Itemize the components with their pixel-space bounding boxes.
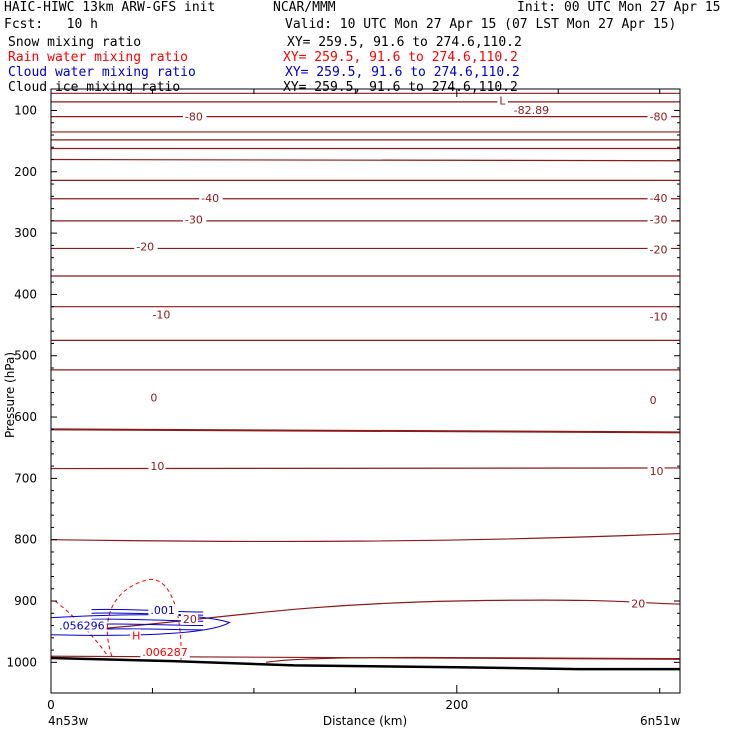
y-tick-label: 100 [14, 103, 37, 117]
contour-label-background [130, 629, 141, 642]
contour-label: -10 [152, 309, 170, 322]
cloud-water-contour-line [91, 628, 204, 631]
y-tick-label: 200 [14, 165, 37, 179]
contour-label: .006287 [142, 646, 188, 659]
contour-label-background [647, 465, 665, 478]
terrain-line [50, 656, 680, 671]
legend-snow-xy: XY= 259.5, 91.6 to 274.6,110.2 [287, 35, 522, 50]
y-tick-label: 400 [14, 287, 37, 301]
contour-label: .056296 [59, 620, 105, 633]
y-tick-label: 1000 [6, 655, 37, 669]
org-label: NCAR/MMM [273, 0, 336, 15]
contour-label-background [140, 645, 190, 658]
plot-frame [50, 88, 681, 694]
y-tick-label: 800 [14, 533, 37, 547]
contour-label-background [497, 94, 508, 107]
contour-label-background [148, 604, 179, 617]
y-tick-label: 900 [14, 594, 37, 608]
contour-label: -10 [650, 310, 668, 323]
contour-label: -30 [185, 214, 203, 227]
contour-label: -80 [650, 111, 668, 124]
contour-label: -30 [650, 214, 668, 227]
contour-label: 10 [650, 465, 664, 478]
legend-rain-xy: XY= 259.5, 91.6 to 274.6,110.2 [283, 50, 518, 65]
temperature-contour-line [50, 158, 681, 162]
y-tick-label: 600 [14, 410, 37, 424]
contour-label: -80 [185, 111, 203, 124]
x-axis-label: Distance (km) [323, 714, 407, 728]
x-tick-label: 200 [445, 698, 468, 712]
right-endpoint-label: 6n51w [640, 714, 681, 728]
contour-label-background [647, 192, 672, 205]
contour-label: 10 [150, 460, 164, 473]
cloud-water-contour-line [50, 614, 231, 636]
y-tick-label: 500 [14, 349, 37, 363]
contour-label-background [629, 597, 647, 610]
contour-label-background [150, 308, 174, 321]
contour-label: 0 [150, 391, 157, 404]
contour-label-background [647, 213, 672, 226]
y-tick-label: 300 [14, 226, 37, 240]
model-title: HAIC-HIWC 13km ARW-GFS init [4, 0, 216, 15]
init-time: Init: 00 UTC Mon 27 Apr 15 [517, 0, 721, 15]
contour-label: -20 [136, 241, 154, 254]
contour-label-background [182, 213, 207, 226]
terrain-line-path [50, 656, 680, 671]
left-endpoint-label: 4n53w [48, 714, 89, 728]
contour-label: 0 [650, 394, 657, 407]
temperature-contour-line [50, 532, 681, 543]
contour-label-background [647, 393, 659, 406]
y-tick-label: 700 [14, 471, 37, 485]
contour-label: -40 [650, 192, 668, 205]
contour-label-background [647, 243, 672, 256]
contour-label: 20 [183, 613, 197, 626]
x-axis-ticks: 0 200 [47, 89, 661, 712]
contour-label-background [647, 310, 672, 323]
temperature-contour-line [265, 656, 681, 663]
y-axis-label: Pressure (hPa) [3, 352, 17, 438]
cloud-water-contour-line [91, 608, 204, 613]
x-tick-label: 0 [47, 698, 55, 712]
contour-label-background [134, 240, 158, 253]
contour-label-background [647, 110, 672, 123]
contour-label: H [132, 629, 140, 642]
legend-cloud-ice-label: Cloud ice mixing ratio [8, 80, 181, 95]
legend-rain-label: Rain water mixing ratio [8, 50, 189, 65]
contour-label-background [148, 391, 159, 404]
valid-time: Valid: 10 UTC Mon 27 Apr 15 (07 LST Mon … [285, 17, 677, 32]
temperature-contours [50, 92, 681, 663]
temperature-contour-line [50, 428, 681, 434]
contour-label: .001 [150, 604, 175, 617]
legend-cloud-water-label: Cloud water mixing ratio [8, 65, 196, 80]
contour-label-background [148, 460, 166, 473]
contour-label: -40 [201, 192, 219, 205]
contour-label-background [511, 103, 555, 116]
contour-label-background [199, 192, 223, 205]
forecast-hour: Fcst: 10 h [4, 17, 98, 32]
legend-snow-label: Snow mixing ratio [8, 35, 142, 50]
contour-label: -82.89 [514, 104, 549, 117]
contour-label: L [499, 95, 506, 108]
temperature-contour-line [50, 467, 681, 470]
contour-label-background [57, 619, 107, 632]
legend-cloud-ice-xy: XY= 259.5, 91.6 to 274.6,110.2 [283, 80, 518, 95]
contour-label: -20 [650, 244, 668, 257]
contour-label: 20 [631, 597, 645, 610]
contour-label-background [180, 612, 198, 625]
legend-cloud-water-xy: XY= 259.5, 91.6 to 274.6,110.2 [285, 65, 520, 80]
contour-label-background [182, 110, 207, 123]
contour-labels: -82.89 L -80 -80 -40 -40 -30 -30 -20 -20 -10 -10 0 0 1… [57, 94, 672, 659]
